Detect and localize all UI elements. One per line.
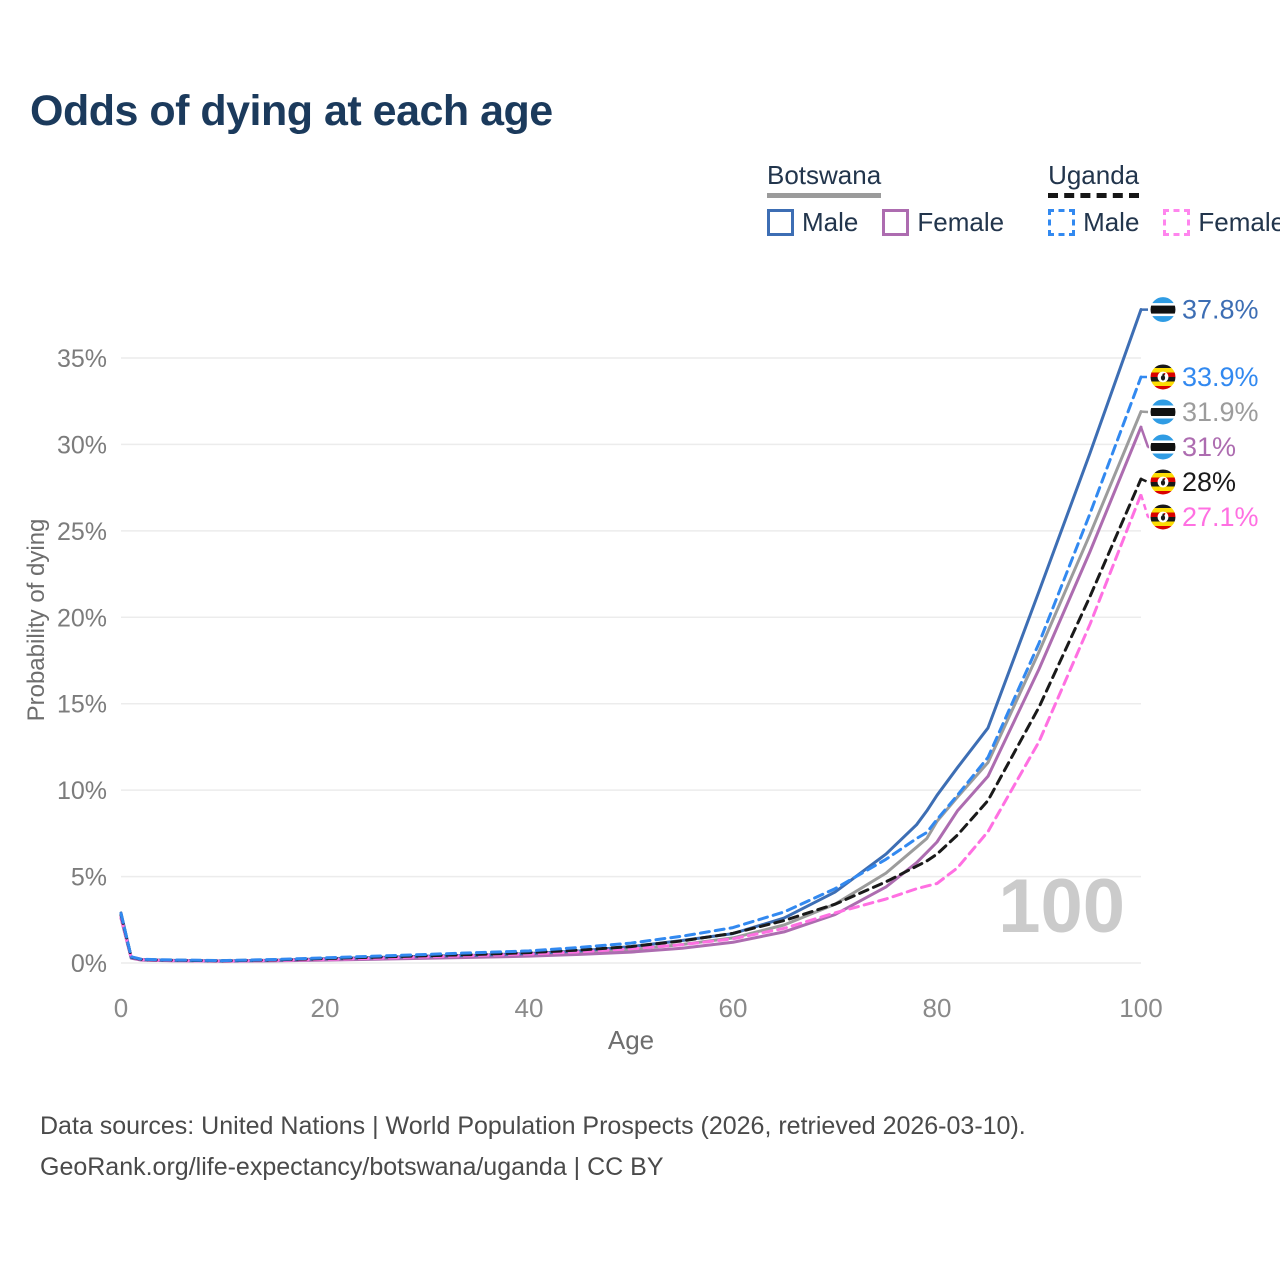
- legend-item-label: Male: [802, 206, 859, 237]
- uganda-flag-icon: [1149, 468, 1177, 496]
- legend-item-botswana-male[interactable]: Male: [767, 207, 858, 238]
- series-end-label-uganda-both: 28%: [1182, 467, 1236, 497]
- y-tick-label: 30%: [57, 431, 107, 459]
- series-line-botswana-both: [119, 410, 1143, 963]
- legend-items-botswana: Male Female: [767, 207, 1004, 238]
- series-end-label-botswana-female: 31%: [1182, 432, 1236, 462]
- legend-group-uganda: Uganda Male Female: [1048, 160, 1280, 238]
- series-end-label-uganda-female: 27.1%: [1182, 502, 1259, 532]
- uganda-male-swatch-icon: [1048, 208, 1076, 236]
- botswana-female-swatch-icon: [882, 208, 910, 236]
- footer-sources: Data sources: United Nations | World Pop…: [40, 1112, 1026, 1140]
- legend-items-uganda: Male Female: [1048, 207, 1280, 238]
- footer: Data sources: United Nations | World Pop…: [40, 1106, 1026, 1188]
- age-watermark: 100: [998, 864, 1125, 949]
- legend-country-uganda: Uganda: [1048, 160, 1140, 198]
- series-line-uganda-both: [119, 477, 1143, 963]
- legend-item-uganda-male[interactable]: Male: [1048, 207, 1139, 238]
- x-tick-label: 20: [311, 993, 340, 1023]
- botswana-flag-icon: [1149, 433, 1177, 461]
- x-tick-label: 40: [515, 993, 544, 1023]
- y-tick-label: 0%: [71, 950, 107, 978]
- legend-item-uganda-female[interactable]: Female: [1163, 207, 1280, 238]
- footer-attribution[interactable]: GeoRank.org/life-expectancy/botswana/uga…: [40, 1153, 664, 1181]
- y-tick-label: 10%: [57, 777, 107, 805]
- series-line-botswana-female: [119, 425, 1143, 963]
- uganda-flag-icon: [1149, 363, 1177, 391]
- legend-country-botswana: Botswana: [767, 160, 882, 198]
- y-tick-label: 35%: [57, 345, 107, 373]
- x-tick-label: 100: [1119, 993, 1162, 1023]
- uganda-female-swatch-icon: [1163, 208, 1191, 236]
- y-axis-title: Probability of dying: [23, 519, 50, 722]
- series-line-uganda-male: [119, 375, 1143, 963]
- series-end-label-botswana-male: 37.8%: [1182, 295, 1259, 325]
- x-tick-label: 80: [923, 993, 952, 1023]
- x-axis-title: Age: [608, 1025, 654, 1055]
- x-tick-label: 0: [114, 993, 128, 1023]
- label-connector: [1139, 426, 1150, 449]
- legend-item-label: Female: [917, 206, 1005, 237]
- label-connector: [1139, 494, 1150, 519]
- y-tick-label: 5%: [71, 864, 107, 892]
- y-tick-label: 20%: [57, 604, 107, 632]
- series-end-label-botswana-both: 31.9%: [1182, 397, 1259, 427]
- uganda-flag-icon: [1149, 503, 1177, 531]
- legend: Botswana Male Female Uganda Male: [767, 160, 1280, 238]
- y-tick-label: 25%: [57, 518, 107, 546]
- series-line-uganda-female: [119, 493, 1143, 963]
- legend-group-botswana: Botswana Male Female: [767, 160, 1004, 238]
- botswana-flag-icon: [1149, 295, 1177, 324]
- series-end-label-uganda-male: 33.9%: [1182, 362, 1259, 392]
- page-title: Odds of dying at each age: [30, 87, 553, 135]
- botswana-flag-icon: [1149, 398, 1177, 426]
- legend-item-botswana-female[interactable]: Female: [882, 207, 1004, 238]
- botswana-male-swatch-icon: [767, 208, 794, 236]
- series-line-botswana-male: [119, 308, 1143, 963]
- y-tick-label: 15%: [57, 691, 107, 719]
- legend-item-label: Female: [1198, 206, 1280, 237]
- label-connector: [1140, 477, 1149, 484]
- legend-item-label: Male: [1083, 206, 1140, 237]
- x-tick-label: 60: [719, 993, 748, 1023]
